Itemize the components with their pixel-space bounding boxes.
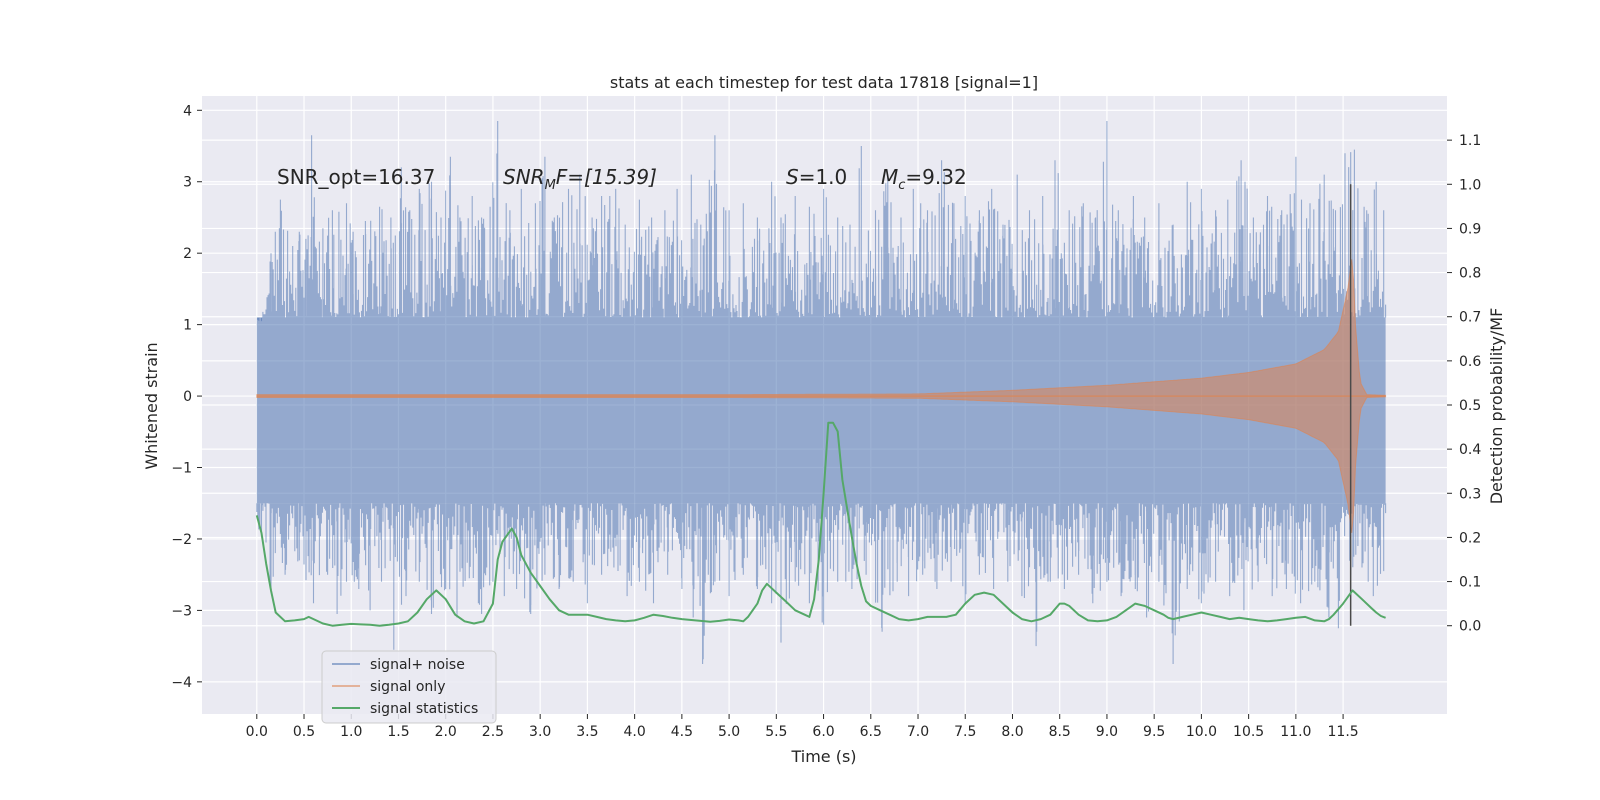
x-tick-label-18: 9.0 [1096, 724, 1118, 740]
x-tick-label-13: 6.5 [860, 724, 882, 740]
x-tick-label-15: 7.5 [954, 724, 976, 740]
y2-tick-label-6: 0.6 [1459, 354, 1481, 370]
x-tick-label-20: 10.0 [1186, 724, 1217, 740]
y2-tick-label-10: 1.0 [1459, 177, 1481, 193]
legend-label-signal-plus-noise: signal+ noise [370, 657, 465, 673]
x-tick-label-21: 10.5 [1233, 724, 1264, 740]
x-tick-label-5: 2.5 [482, 724, 504, 740]
x-tick-label-7: 3.5 [576, 724, 598, 740]
y-right-axis-label: Detection probability/MF [1487, 308, 1506, 505]
y-right-axis-ticks: 0.0 0.1 0.2 0.3 0.4 0.5 0.6 0.7 0.8 0.9 1.0 1.1 [1447, 133, 1481, 635]
y-tick-label-5: 1 [183, 318, 192, 334]
y-tick-label-0: −4 [171, 675, 192, 691]
y-axis-ticks: −4 −3 −2 −1 0 1 2 3 4 [171, 103, 202, 691]
y2-tick-label-8: 0.8 [1459, 266, 1481, 282]
y2-tick-label-0: 0.0 [1459, 619, 1481, 635]
legend-label-signal-only: signal only [370, 679, 445, 695]
annotation-snr-opt: SNR_opt=16.37 [277, 165, 435, 189]
y2-tick-label-9: 0.9 [1459, 221, 1481, 237]
x-tick-label-3: 1.5 [387, 724, 409, 740]
x-tick-label-23: 11.5 [1328, 724, 1359, 740]
x-tick-label-12: 6.0 [812, 724, 834, 740]
y-axis-label: Whitened strain [142, 342, 161, 469]
y-tick-label-3: −1 [171, 461, 192, 477]
annotation-snr-mf: SNRMF=[15.39] [503, 165, 657, 193]
y2-tick-label-7: 0.7 [1459, 310, 1481, 326]
legend: signal+ noise signal only signal statist… [321, 650, 497, 724]
legend-label-signal-statistics: signal statistics [370, 701, 478, 717]
y2-tick-label-4: 0.4 [1459, 442, 1481, 458]
s-rest: =1.0 [799, 165, 848, 189]
x-tick-label-11: 5.5 [765, 724, 787, 740]
x-tick-label-6: 3.0 [529, 724, 551, 740]
x-axis-label: Time (s) [790, 747, 856, 766]
x-tick-label-17: 8.5 [1049, 724, 1071, 740]
x-tick-label-0: 0.0 [246, 724, 268, 740]
x-tick-label-14: 7.0 [907, 724, 929, 740]
x-tick-label-16: 8.0 [1001, 724, 1023, 740]
x-tick-label-22: 11.0 [1280, 724, 1311, 740]
y-tick-label-2: −2 [171, 532, 192, 548]
x-tick-label-4: 2.0 [435, 724, 457, 740]
y-tick-label-8: 4 [183, 103, 192, 119]
y2-tick-label-11: 1.1 [1459, 133, 1481, 149]
snr-mf-main: SNR [503, 165, 545, 189]
y2-tick-label-3: 0.3 [1459, 486, 1481, 502]
x-tick-label-1: 0.5 [293, 724, 315, 740]
snr-mf-sub: M [545, 178, 556, 193]
y2-tick-label-1: 0.1 [1459, 575, 1481, 591]
annotation-mc: Mc=9.32 [881, 165, 967, 193]
mc-sub: c [898, 178, 905, 193]
signal-statistics-line [255, 421, 1386, 627]
y-tick-label-1: −3 [171, 603, 192, 619]
noise-spikes-bottom [256, 503, 1387, 664]
series-signal-only [256, 259, 1387, 533]
mc-rest: =9.32 [905, 165, 966, 189]
y2-tick-label-5: 0.5 [1459, 398, 1481, 414]
series-signal-statistics [255, 421, 1386, 627]
y-tick-label-7: 3 [183, 175, 192, 191]
x-tick-label-2: 1.0 [340, 724, 362, 740]
chart-title: stats at each timestep for test data 178… [610, 73, 1038, 92]
x-tick-label-19: 9.5 [1143, 724, 1165, 740]
mc-main: M [881, 165, 898, 189]
s-main: S [786, 165, 799, 189]
x-axis-ticks: 0.0 0.5 1.0 1.5 2.0 2.5 3.0 3.5 4.0 4.5 5.0 5.5 6.0 6… [246, 714, 1359, 740]
x-tick-label-10: 5.0 [718, 724, 740, 740]
legend-box [321, 650, 497, 724]
x-tick-label-9: 4.5 [671, 724, 693, 740]
snr-mf-rest: F=[15.39] [556, 165, 657, 189]
x-tick-label-8: 4.0 [623, 724, 645, 740]
y-tick-label-6: 2 [183, 246, 192, 262]
y2-tick-label-2: 0.2 [1459, 530, 1481, 546]
annotation-s: S=1.0 [786, 165, 847, 189]
y-tick-label-4: 0 [183, 389, 192, 405]
